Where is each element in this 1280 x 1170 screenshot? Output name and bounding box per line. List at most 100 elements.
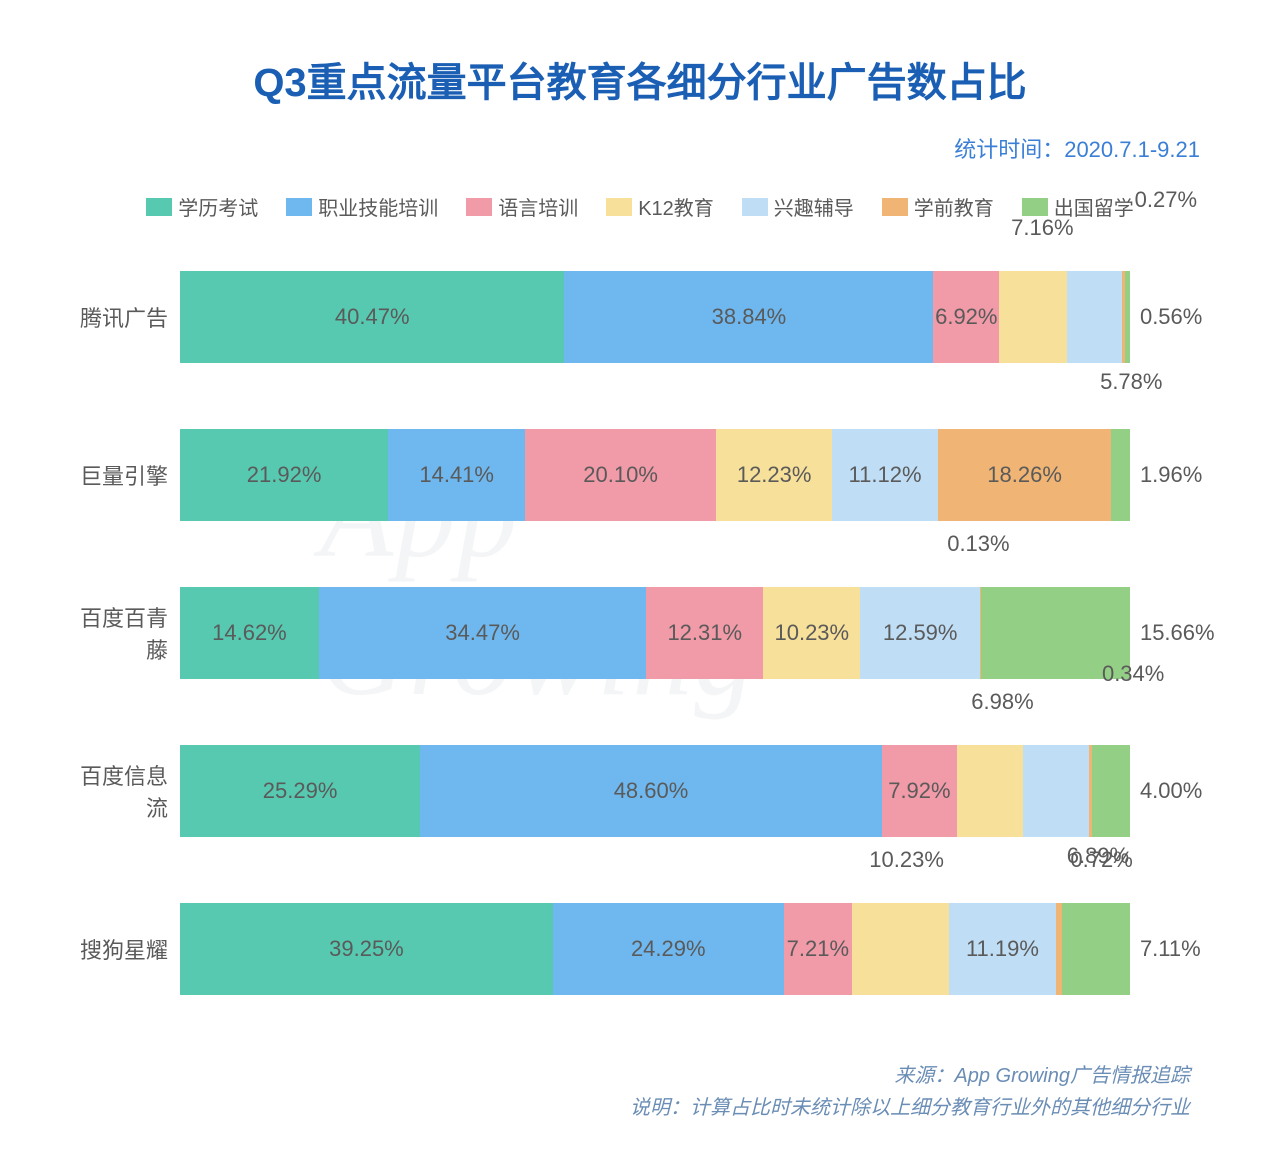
bar-segment: 5.78% (1067, 271, 1122, 363)
chart-row: 百度百青藤14.62%34.47%12.31%10.23%12.59%0.13%… (70, 587, 1130, 679)
segment-value-external: 7.11% (1140, 936, 1201, 962)
segment-value: 11.12% (849, 462, 922, 488)
bar-segment: 7.11% (1062, 903, 1130, 995)
segment-value: 24.29% (631, 936, 706, 962)
legend-item: 学历考试 (146, 192, 258, 221)
segment-value-external: 10.23% (869, 847, 944, 873)
segment-value: 25.29% (263, 778, 338, 804)
bar-segment: 1.96% (1111, 429, 1130, 521)
bar-segment: 10.23% (763, 587, 860, 679)
bar-segment: 14.62% (180, 587, 319, 679)
bar-segment: 11.12% (832, 429, 938, 521)
bar-segment: 4.00% (1092, 745, 1130, 837)
bar-segment: 11.19% (949, 903, 1055, 995)
segment-value-external: 0.13% (947, 531, 1009, 557)
segment-value-external: 0.56% (1140, 304, 1202, 330)
legend-swatch (606, 198, 632, 216)
legend-label: K12教育 (638, 192, 714, 221)
chart-row: 百度信息流25.29%48.60%7.92%6.98%6.89%0.34%4.0… (70, 745, 1130, 837)
bar-segment: 6.92% (933, 271, 999, 363)
row-label: 腾讯广告 (70, 301, 180, 333)
segment-value-external: 15.66% (1140, 620, 1215, 646)
segment-value: 20.10% (583, 462, 658, 488)
bar-track: 21.92% 14.41% 20.10% 12.23% 11.12% 18.26% 1.96… (180, 429, 1130, 521)
bar-segment: 10.23% (852, 903, 949, 995)
segment-value: 7.92% (888, 778, 950, 804)
segment-value-external: 0.34% (1102, 661, 1164, 687)
footer-note: 说明：计算占比时未统计除以上细分教育行业外的其他细分行业 (630, 1092, 1190, 1124)
segment-value: 12.59% (883, 620, 958, 646)
bar-segment: 39.25% (180, 903, 553, 995)
footer: 来源：App Growing广告情报追踪 说明：计算占比时未统计除以上细分教育行… (630, 1060, 1190, 1124)
bar-track: 14.62%34.47%12.31%10.23%12.59%0.13%15.66… (180, 587, 1130, 679)
segment-value-external: 5.78% (1100, 369, 1162, 395)
segment-value: 12.23% (737, 462, 812, 488)
legend-label: 语言培训 (498, 192, 578, 221)
legend-swatch (1022, 198, 1048, 216)
segment-value: 48.60% (614, 778, 689, 804)
legend-swatch (286, 198, 312, 216)
bar-track: 40.47%38.84%6.92%7.16%5.78%0.27%0.56% (180, 271, 1130, 363)
bar-segment: 20.10% (525, 429, 716, 521)
legend-label: 兴趣辅导 (774, 192, 854, 221)
chart-row: 巨量引擎21.92%14.41%20.10%12.23%11.12%18.26%… (70, 429, 1130, 521)
legend-swatch (466, 198, 492, 216)
bar-segment: 0.56% (1125, 271, 1130, 363)
bar-segment: 40.47% (180, 271, 564, 363)
bar-segment: 6.98% (957, 745, 1023, 837)
segment-value-external: 4.00% (1140, 778, 1202, 804)
segment-value: 11.19% (966, 936, 1039, 962)
bar-segment: 48.60% (420, 745, 882, 837)
legend-label: 学历考试 (178, 192, 258, 221)
bar-segment: 34.47% (319, 587, 646, 679)
row-label: 搜狗星耀 (70, 933, 180, 965)
legend-label: 学前教育 (914, 192, 994, 221)
segment-value: 6.92% (935, 304, 997, 330)
segment-value: 7.21% (787, 936, 849, 962)
chart-row: 腾讯广告40.47%38.84%6.92%7.16%5.78%0.27%0.56… (70, 271, 1130, 363)
segment-value: 12.31% (667, 620, 742, 646)
legend-item: 语言培训 (466, 192, 578, 221)
row-label: 百度百青藤 (70, 601, 180, 665)
segment-value-external: 6.98% (971, 689, 1033, 715)
legend-item: 职业技能培训 (286, 192, 438, 221)
bar-segment: 7.92% (882, 745, 957, 837)
bar-segment: 18.26% (938, 429, 1111, 521)
segment-value: 10.23% (774, 620, 849, 646)
bar-segment: 12.23% (716, 429, 832, 521)
segment-value: 21.92% (247, 462, 322, 488)
segment-value: 40.47% (335, 304, 410, 330)
legend-label: 职业技能培训 (318, 192, 438, 221)
bar-segment: 12.31% (646, 587, 763, 679)
segment-value: 14.41% (419, 462, 494, 488)
bar-segment: 38.84% (564, 271, 933, 363)
segment-value-external: 0.72% (1070, 847, 1132, 873)
bar-track: 39.25% 24.29% 7.21%10.23% 11.19% 0.72%7.11% (180, 903, 1130, 995)
legend-swatch (882, 198, 908, 216)
footer-source: 来源：App Growing广告情报追踪 (630, 1060, 1190, 1092)
chart-subtitle: 统计时间：2020.7.1-9.21 (60, 132, 1220, 164)
segment-value-external: 7.16% (1011, 215, 1073, 241)
chart-title: Q3重点流量平台教育各细分行业广告数占比 (60, 50, 1220, 108)
bar-segment: 6.89% (1023, 745, 1088, 837)
bar-segment: 7.21% (784, 903, 852, 995)
segment-value: 14.62% (212, 620, 287, 646)
chart-area: 腾讯广告40.47%38.84%6.92%7.16%5.78%0.27%0.56… (60, 271, 1220, 995)
bar-segment: 0.72% (1056, 903, 1063, 995)
legend-item: 学前教育 (882, 192, 994, 221)
legend-swatch (146, 198, 172, 216)
segment-value: 39.25% (329, 936, 404, 962)
segment-value: 18.26% (987, 462, 1062, 488)
bar-segment: 14.41% (388, 429, 525, 521)
row-label: 百度信息流 (70, 759, 180, 823)
segment-value-external: 1.96% (1140, 462, 1202, 488)
bar-segment: 7.16% (999, 271, 1067, 363)
legend-item: K12教育 (606, 192, 714, 221)
legend-item: 兴趣辅导 (742, 192, 854, 221)
bar-segment: 21.92% (180, 429, 388, 521)
legend-swatch (742, 198, 768, 216)
segment-value: 38.84% (712, 304, 787, 330)
segment-value-external: 0.27% (1135, 187, 1197, 213)
bar-segment: 25.29% (180, 745, 420, 837)
bar-track: 25.29%48.60%7.92%6.98%6.89%0.34%4.00% (180, 745, 1130, 837)
